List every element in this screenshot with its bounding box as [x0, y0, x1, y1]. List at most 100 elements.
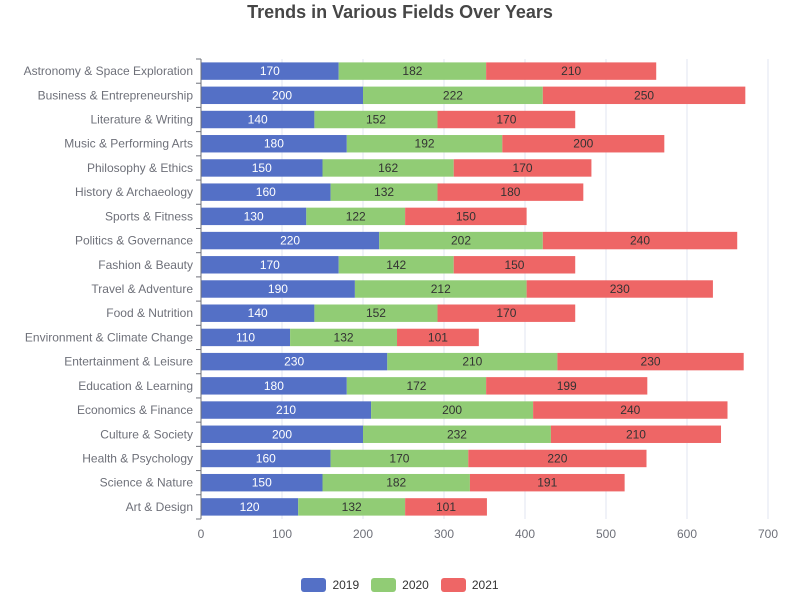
bar-label: 230: [641, 355, 661, 369]
bar-2019: [201, 352, 388, 371]
x-tick-label: 0: [198, 527, 205, 541]
x-tick-label: 400: [515, 527, 535, 541]
bar-2019: [201, 159, 323, 177]
bar-label: 172: [406, 379, 426, 393]
bar-2021: [469, 473, 625, 492]
bar-2019: [201, 135, 347, 153]
bar-label: 202: [451, 234, 471, 248]
legend-item-2021[interactable]: 2021: [440, 578, 499, 592]
x-tick-label: 200: [353, 527, 373, 541]
category-label: Art & Design: [126, 500, 193, 514]
legend-label: 2020: [402, 578, 429, 592]
x-tick-label: 300: [434, 527, 454, 541]
bar-label: 180: [264, 379, 284, 393]
category-label: Sports & Fitness: [105, 209, 193, 223]
bar-label: 120: [240, 500, 260, 514]
legend-swatch: [440, 578, 466, 592]
bar-2021: [502, 135, 665, 153]
legend-label: 2021: [471, 578, 499, 592]
bar-label: 191: [537, 476, 557, 490]
bar-label: 130: [244, 209, 264, 223]
category-label: Literature & Writing: [91, 113, 194, 127]
legend-item-2020[interactable]: 2020: [371, 578, 429, 592]
x-tick-label: 500: [596, 527, 616, 541]
bar-2019: [201, 328, 291, 347]
bar-label: 152: [366, 113, 386, 127]
bar-2020: [290, 328, 398, 347]
x-tick-label: 100: [272, 527, 292, 541]
bar-label: 200: [272, 88, 292, 102]
bar-label: 220: [547, 451, 567, 465]
bar-label: 142: [386, 258, 406, 272]
bar-2020: [314, 304, 438, 322]
bar-label: 110: [236, 330, 255, 344]
bar-label: 101: [428, 330, 448, 344]
bar-label: 140: [248, 113, 268, 127]
bar-2020: [330, 183, 438, 201]
bar-2019: [201, 304, 315, 322]
category-label: Food & Nutrition: [106, 306, 193, 320]
bar-2019: [201, 256, 339, 274]
bar-label: 199: [557, 379, 577, 393]
bar-2021: [550, 425, 722, 443]
bar-2021: [405, 498, 487, 516]
bar-2020: [306, 207, 406, 226]
bar-2021: [533, 401, 728, 419]
bar-2019: [201, 425, 363, 443]
bar-label: 180: [264, 137, 284, 151]
bar-label: 160: [256, 451, 276, 465]
bar-label: 200: [272, 427, 292, 441]
bar-2019: [201, 377, 347, 395]
bar-label: 200: [442, 403, 462, 417]
bar-2021: [397, 328, 479, 347]
legend-item-2019[interactable]: 2019: [301, 578, 359, 592]
bar-label: 232: [447, 427, 467, 441]
category-label: Science & Nature: [100, 476, 194, 490]
bar-label: 140: [248, 306, 268, 320]
bar-2021: [453, 256, 576, 274]
bar-label: 150: [252, 161, 272, 175]
bar-2021: [557, 352, 744, 371]
bar-2021: [468, 449, 647, 468]
bar-label: 170: [513, 161, 533, 175]
bar-2020: [387, 352, 558, 371]
category-label: Politics & Governance: [75, 234, 193, 248]
bar-label: 240: [620, 403, 640, 417]
bar-2020: [298, 498, 406, 516]
bar-label: 230: [284, 355, 304, 369]
legend-swatch: [301, 578, 327, 592]
bar-label: 132: [374, 185, 394, 199]
bar-label: 122: [346, 209, 366, 223]
category-label: Business & Entrepreneurship: [38, 88, 194, 102]
category-label: Education & Learning: [78, 379, 193, 393]
bar-label: 182: [386, 476, 406, 490]
bar-2019: [201, 86, 363, 105]
category-label: Entertainment & Leisure: [64, 355, 193, 369]
category-label: Culture & Society: [100, 427, 193, 441]
category-label: Health & Psychology: [82, 451, 193, 465]
bar-2019: [201, 231, 380, 250]
bar-label: 240: [630, 234, 650, 248]
bar-label: 180: [500, 185, 520, 199]
x-tick-label: 700: [758, 527, 778, 541]
legend-label: 2019: [332, 578, 360, 592]
bar-2020: [379, 231, 543, 250]
bar-2021: [542, 231, 738, 250]
category-label: Economics & Finance: [77, 403, 193, 417]
bar-label: 170: [389, 451, 409, 465]
category-label: Astronomy & Space Exploration: [24, 64, 193, 78]
bar-label: 190: [268, 282, 288, 296]
bar-2019: [201, 449, 331, 468]
bar-label: 210: [462, 355, 482, 369]
bar-2021: [486, 62, 657, 80]
bar-2020: [346, 377, 487, 395]
bar-label: 170: [260, 258, 280, 272]
bar-2020: [322, 473, 470, 492]
bar-2021: [437, 183, 584, 201]
x-tick-label: 600: [677, 527, 697, 541]
bar-2021: [486, 377, 648, 395]
bar-label: 150: [456, 209, 476, 223]
bar-label: 250: [634, 88, 654, 102]
bar-2021: [437, 110, 576, 129]
